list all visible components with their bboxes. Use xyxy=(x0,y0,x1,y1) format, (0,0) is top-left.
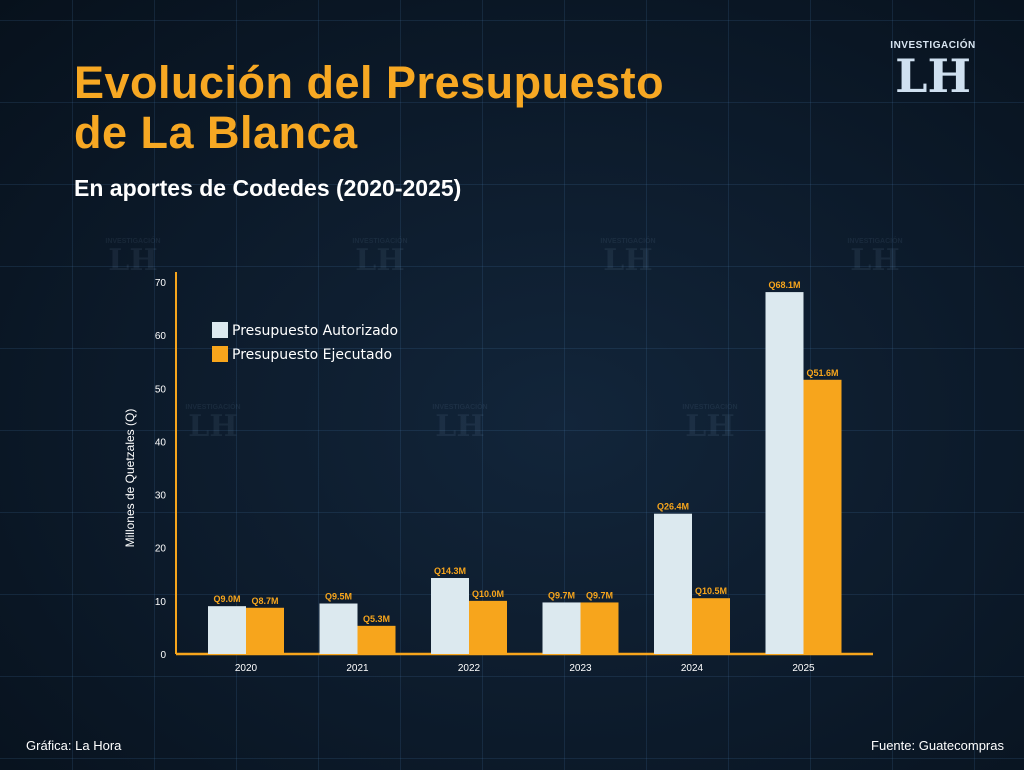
data-label: Q8.7M xyxy=(251,596,278,606)
bar-authorized xyxy=(542,602,581,654)
y-tick-label: 20 xyxy=(155,544,167,555)
watermark-logo: INVESTIGACIÓN LH xyxy=(432,404,488,444)
data-label: Q10.0M xyxy=(472,589,504,599)
data-label: Q9.5M xyxy=(325,592,352,602)
watermark-logo: INVESTIGACIÓN LH xyxy=(185,404,241,444)
data-label: Q9.7M xyxy=(548,590,575,600)
y-tick-label: 10 xyxy=(155,597,167,608)
bar-executed xyxy=(580,602,619,654)
bar-authorized xyxy=(765,292,804,654)
data-label: Q9.0M xyxy=(213,594,240,604)
x-tick-label: 2020 xyxy=(235,663,258,674)
y-tick-label: 70 xyxy=(155,278,167,289)
bar-executed xyxy=(692,598,730,654)
x-tick-label: 2025 xyxy=(792,663,815,674)
footer-credit: Gráfica: La Hora xyxy=(26,738,122,753)
watermark-logo: INVESTIGACIÓN LH xyxy=(682,404,738,444)
y-tick-label: 40 xyxy=(155,437,167,448)
data-label: Q68.1M xyxy=(768,280,800,290)
logo-top-text: INVESTIGACIÓN xyxy=(890,40,976,51)
chart-subtitle: En aportes de Codedes (2020-2025) xyxy=(74,175,462,201)
watermark-logo: INVESTIGACIÓN LH xyxy=(105,238,161,278)
bar-executed xyxy=(803,379,842,654)
watermark-logo: INVESTIGACIÓN LH xyxy=(847,238,903,278)
x-tick-label: 2024 xyxy=(681,663,704,674)
logo-mark: LH xyxy=(895,49,971,103)
bar-authorized xyxy=(654,513,692,654)
data-label: Q9.7M xyxy=(586,590,613,600)
footer-source: Fuente: Guatecompras xyxy=(871,738,1004,753)
title-line-1: Evolución del Presupuesto xyxy=(74,57,665,108)
la-hora-logo: INVESTIGACIÓN LH xyxy=(888,40,978,101)
bar-executed xyxy=(246,607,284,654)
bar-authorized xyxy=(431,578,469,654)
data-label: Q10.5M xyxy=(695,586,727,596)
x-tick-label: 2021 xyxy=(346,663,369,674)
chart-title: Evolución del Presupuesto de La Blanca xyxy=(74,58,664,158)
bar-executed xyxy=(469,600,507,654)
y-axis-title: Millones de Quetzales (Q) xyxy=(123,409,137,548)
data-label: Q26.4M xyxy=(657,502,689,512)
data-label: Q51.6M xyxy=(806,368,838,378)
y-tick-label: 60 xyxy=(155,331,167,342)
legend-label: Presupuesto Autorizado xyxy=(232,323,398,339)
legend-swatch xyxy=(212,346,228,362)
y-tick-label: 50 xyxy=(155,384,167,395)
y-tick-label: 0 xyxy=(160,650,166,661)
data-label: Q14.3M xyxy=(434,566,466,576)
y-tick-label: 30 xyxy=(155,491,167,502)
legend-swatch xyxy=(212,322,228,338)
x-tick-label: 2023 xyxy=(569,663,592,674)
bar-authorized xyxy=(319,603,358,654)
bar-executed xyxy=(357,625,396,654)
watermark-logo: INVESTIGACIÓN LH xyxy=(352,238,408,278)
bar-authorized xyxy=(208,606,246,654)
data-label: Q5.3M xyxy=(363,614,390,624)
title-line-2: de La Blanca xyxy=(74,107,358,158)
legend-label: Presupuesto Ejecutado xyxy=(232,347,392,363)
x-tick-label: 2022 xyxy=(458,663,481,674)
watermark-logo: INVESTIGACIÓN LH xyxy=(600,238,656,278)
